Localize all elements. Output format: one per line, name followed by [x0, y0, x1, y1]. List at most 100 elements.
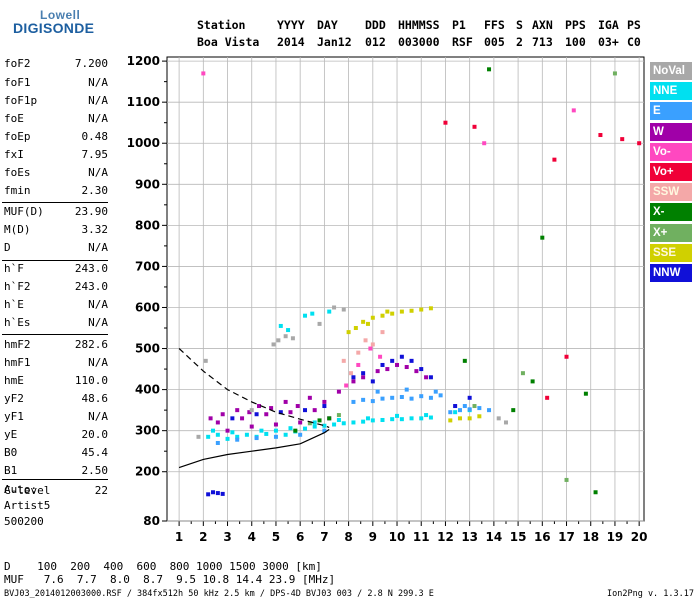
- param-row: M(D) 3.32: [4, 223, 108, 241]
- data-point: [269, 406, 274, 411]
- note-line: Auto:: [4, 483, 38, 496]
- data-point: [290, 336, 295, 341]
- param-row: fxI 7.95: [4, 148, 108, 166]
- param-value: N/A: [88, 356, 108, 369]
- x-tick-label: 14: [486, 530, 503, 544]
- param-label: foEs: [4, 166, 31, 179]
- data-point: [472, 124, 477, 129]
- param-row: fmin 2.30: [4, 184, 108, 202]
- x-tick-label: 5: [272, 530, 280, 544]
- param-value: 22: [94, 484, 108, 497]
- data-point: [419, 394, 424, 399]
- x-tick-label: 3: [223, 530, 231, 544]
- legend-entry: W: [650, 122, 692, 141]
- data-point: [278, 410, 283, 415]
- y-tick-label: 300: [135, 424, 160, 438]
- data-point: [220, 491, 225, 496]
- data-point: [322, 423, 327, 428]
- param-row: hmF1 N/A: [4, 356, 108, 374]
- data-point: [378, 354, 383, 359]
- data-point: [230, 416, 235, 421]
- header-value: 713: [532, 35, 553, 49]
- param-row: C-level 22: [4, 484, 108, 502]
- data-point: [419, 416, 424, 421]
- data-point: [399, 417, 404, 422]
- param-row: h`F2 243.0: [4, 280, 108, 298]
- data-point: [443, 120, 448, 125]
- data-point: [380, 362, 385, 367]
- data-point: [598, 133, 603, 138]
- data-point: [288, 410, 293, 415]
- x-tick-label: 1: [175, 530, 183, 544]
- param-label: M(D): [4, 223, 31, 236]
- param-value: N/A: [88, 316, 108, 329]
- data-point: [341, 358, 346, 363]
- data-point: [390, 395, 395, 400]
- header-value: C0: [627, 35, 641, 49]
- param-value: 282.6: [74, 338, 108, 351]
- data-point: [390, 417, 395, 422]
- data-point: [511, 408, 516, 413]
- x-tick-label: 9: [369, 530, 377, 544]
- param-value: N/A: [88, 94, 108, 107]
- data-point: [264, 412, 269, 417]
- param-label: h`Es: [4, 316, 31, 329]
- data-point: [196, 434, 201, 439]
- data-point: [303, 408, 308, 413]
- data-point: [351, 379, 356, 384]
- data-point: [332, 305, 337, 310]
- panel-divider: [2, 334, 108, 335]
- param-row: foEp 0.48: [4, 130, 108, 148]
- param-value: 7.95: [81, 148, 109, 161]
- header-value: 100: [565, 35, 586, 49]
- data-point: [257, 404, 262, 409]
- data-point: [249, 408, 254, 413]
- data-point: [341, 421, 346, 426]
- data-point: [273, 422, 278, 427]
- param-value: 110.0: [74, 374, 108, 387]
- param-row: hmE 110.0: [4, 374, 108, 392]
- data-point: [482, 141, 487, 146]
- param-row: foF2 7.200: [4, 57, 108, 75]
- param-value: 0.48: [81, 130, 109, 143]
- param-label: foF2: [4, 57, 31, 70]
- data-point: [390, 358, 395, 363]
- data-point: [453, 410, 458, 415]
- data-point: [349, 371, 354, 376]
- x-tick-label: 2: [199, 530, 207, 544]
- data-point: [564, 354, 569, 359]
- x-tick-label: 17: [558, 530, 575, 544]
- data-point: [414, 369, 419, 374]
- data-point: [540, 235, 545, 240]
- param-value: 3.32: [81, 223, 109, 236]
- data-point: [307, 395, 312, 400]
- header-value: 012: [365, 35, 386, 49]
- legend-entry: NNE: [650, 82, 692, 101]
- header-value: 03+: [598, 35, 619, 49]
- data-point: [385, 367, 390, 372]
- data-point: [295, 404, 300, 409]
- data-point: [564, 477, 569, 482]
- data-point: [332, 422, 337, 427]
- data-point: [453, 404, 458, 409]
- data-point: [368, 346, 373, 351]
- data-point: [365, 416, 370, 421]
- data-point: [288, 426, 293, 431]
- data-point: [361, 375, 366, 380]
- header-value: 2: [516, 35, 523, 49]
- data-point: [312, 408, 317, 413]
- param-row: foE N/A: [4, 112, 108, 130]
- data-point: [487, 408, 492, 413]
- data-point: [303, 313, 308, 318]
- data-point: [380, 330, 385, 335]
- param-row: foF1p N/A: [4, 94, 108, 112]
- data-point: [215, 432, 220, 437]
- param-row: B0 45.4: [4, 446, 108, 464]
- header-label: IGA: [598, 18, 619, 32]
- legend-entry: SSE: [650, 243, 692, 262]
- data-point: [215, 420, 220, 425]
- param-label: hmE: [4, 374, 24, 387]
- data-point: [472, 404, 477, 409]
- param-label: foF1p: [4, 94, 38, 107]
